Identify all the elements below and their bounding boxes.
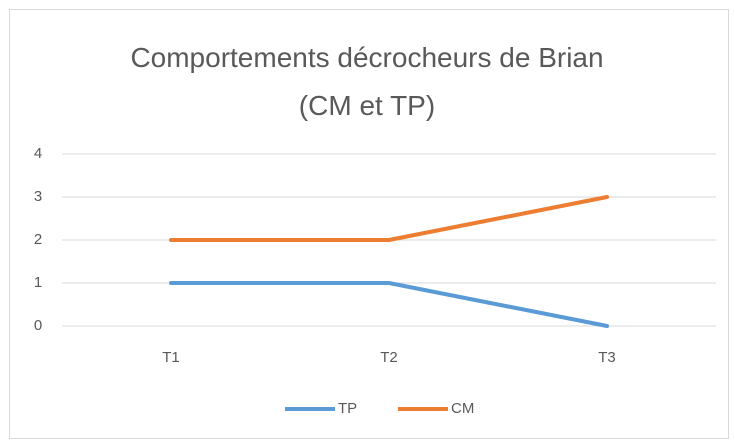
y-tick-label: 2	[34, 231, 42, 248]
chart-border	[9, 9, 729, 439]
chart-title: Comportements décrocheurs de Brian (CM e…	[130, 42, 604, 121]
legend-label: TP	[338, 400, 357, 417]
x-tick-label: T2	[380, 349, 398, 366]
x-tick-label: T1	[162, 349, 180, 366]
legend-label: CM	[451, 400, 474, 417]
series-line	[169, 195, 609, 242]
y-tick-label: 1	[34, 274, 42, 291]
series-line	[169, 281, 609, 328]
x-tick-label: T3	[598, 349, 616, 366]
y-tick-label: 4	[34, 145, 42, 162]
y-tick-label: 0	[34, 317, 42, 334]
y-tick-label: 3	[34, 188, 42, 205]
